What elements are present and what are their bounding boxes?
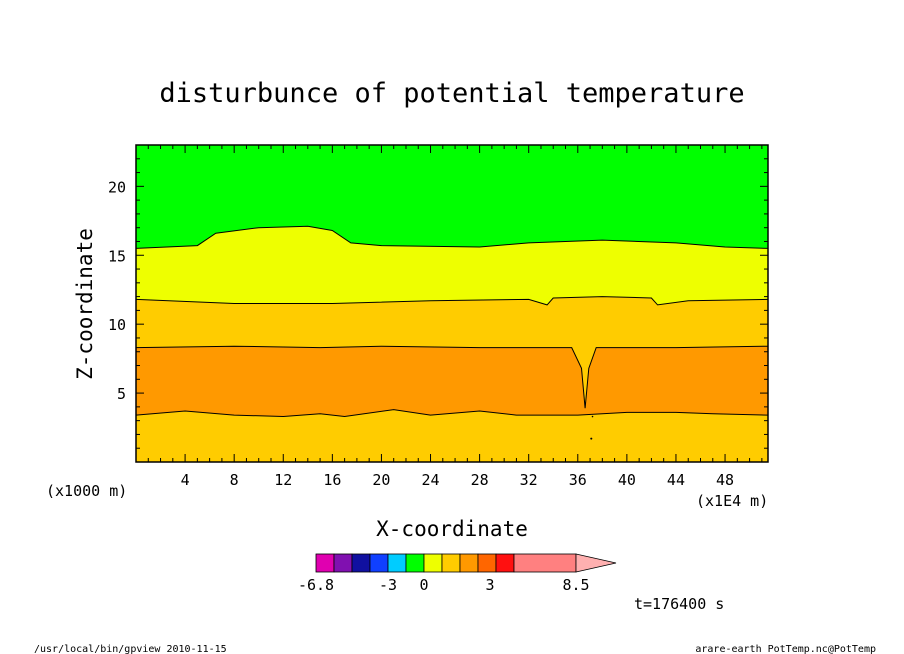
chart-title: disturbunce of potential temperature (159, 78, 744, 109)
colorbar-label: 3 (485, 576, 494, 594)
contour-lines (135, 225, 769, 440)
colorbar-arrow (575, 553, 617, 573)
x-tick-label: 24 (421, 471, 439, 489)
contour-band-4 (136, 226, 768, 305)
colorbar-swatch (441, 553, 461, 573)
colorbar-swatch (369, 553, 389, 573)
colorbar-swatch (315, 553, 335, 573)
colorbar-swatch (477, 553, 497, 573)
colorbar-swatch (513, 553, 577, 573)
x-tick-label: 8 (230, 471, 239, 489)
colorbar-swatch (387, 553, 407, 573)
footer-left: /usr/local/bin/gpview 2010-11-15 (34, 644, 227, 654)
x-tick-label: 20 (372, 471, 390, 489)
x-tick-label: 40 (618, 471, 636, 489)
colorbar-swatch (351, 553, 371, 573)
colorbar-swatch (405, 553, 425, 573)
x-tick-label: 16 (323, 471, 341, 489)
y-tick-label: 20 (108, 178, 126, 196)
contour-band-5 (136, 145, 768, 249)
z-unit-label: (x1000 m) (46, 482, 127, 500)
contour-dot (590, 437, 593, 440)
plot-area (136, 145, 768, 462)
colorbar-label: -3 (379, 576, 397, 594)
colorbar: -6.8 -3 0 3 8.5 (298, 553, 617, 594)
x-tick-label: 44 (667, 471, 685, 489)
contour-line-3 (135, 296, 769, 306)
time-label: t=176400 s (634, 595, 724, 613)
footer-right: arare-earth_PotTemp.nc@PotTemp (695, 644, 876, 654)
colorbar-label: 8.5 (562, 576, 589, 594)
contour-line-2 (135, 345, 769, 409)
contour-line-4 (135, 225, 769, 249)
y-tick-label: 5 (117, 385, 126, 403)
colorbar-swatch (423, 553, 443, 573)
x-axis-label: X-coordinate (376, 517, 528, 541)
contour-band-2 (136, 346, 768, 417)
x-tick-label: 12 (274, 471, 292, 489)
y-tick-label: 15 (108, 247, 126, 265)
contour-dot (591, 415, 594, 418)
plot-frame (135, 144, 769, 463)
colorbar-label: 0 (419, 576, 428, 594)
x-tick-label: 36 (569, 471, 587, 489)
x-tick-label: 48 (716, 471, 734, 489)
colorbar-swatch (459, 553, 479, 573)
colorbar-swatch (333, 553, 353, 573)
x-unit-label: (x1E4 m) (696, 492, 768, 510)
colorbar-swatch (495, 553, 515, 573)
contour-band-3 (136, 296, 768, 409)
x-tick-label: 28 (471, 471, 489, 489)
contour-band-1 (136, 409, 768, 462)
contour-line-1 (135, 409, 769, 418)
x-tick-label: 4 (181, 471, 190, 489)
y-axis-label: Z-coordinate (73, 228, 97, 380)
x-tick-label: 32 (520, 471, 538, 489)
colorbar-label: -6.8 (298, 576, 334, 594)
y-tick-label: 10 (108, 316, 126, 334)
